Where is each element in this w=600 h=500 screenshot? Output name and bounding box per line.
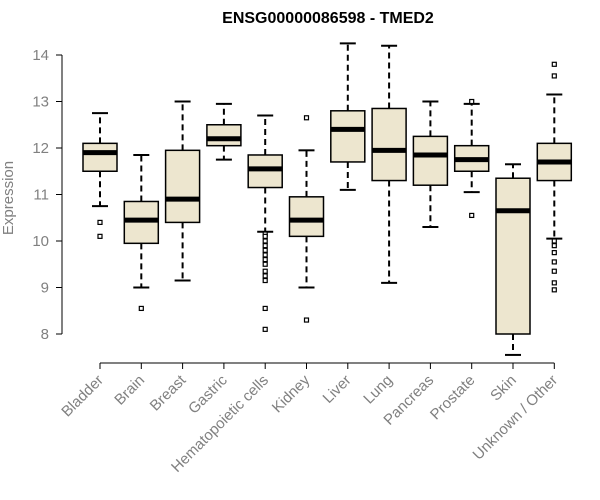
box-iqr	[371, 107, 407, 182]
x-category-label: Lung	[360, 372, 396, 408]
y-axis: 8 9 10 11 12 13 14	[32, 47, 63, 343]
box-pancreas	[412, 100, 449, 229]
box-iqr	[164, 149, 201, 224]
outlier-point	[551, 287, 557, 293]
outlier-point	[262, 268, 268, 274]
chart-title: ENSG00000086598 - TMED2	[222, 10, 434, 27]
box-unknown-other	[536, 61, 573, 293]
outlier-point	[551, 259, 557, 265]
box-prostate	[453, 98, 490, 219]
outlier-point	[551, 73, 557, 79]
outlier-point	[551, 61, 557, 67]
y-tick-label: 8	[41, 326, 49, 343]
outlier-point	[262, 257, 268, 263]
box-iqr	[412, 135, 449, 186]
y-tick-label: 11	[33, 187, 49, 204]
y-tick-label: 14	[32, 47, 49, 64]
x-category-label: Bladder	[58, 372, 107, 421]
outlier-point	[262, 261, 268, 267]
outlier-point	[262, 273, 268, 279]
y-tick-label: 10	[32, 233, 49, 250]
outlier-point	[262, 247, 268, 253]
outlier-point	[551, 280, 557, 286]
box-kidney	[288, 115, 325, 323]
box-iqr	[82, 142, 118, 173]
box-bladder	[82, 112, 118, 239]
outlier-point	[262, 277, 268, 284]
outlier-point	[97, 233, 103, 239]
box-gastric	[206, 102, 242, 161]
y-tick-label: 9	[41, 280, 49, 297]
boxes-group	[82, 42, 573, 356]
y-axis-label: Expression	[0, 161, 17, 235]
box-iqr	[206, 124, 242, 147]
box-liver	[330, 42, 366, 191]
outlier-point	[469, 212, 475, 219]
outlier-point	[262, 326, 268, 332]
box-iqr	[495, 177, 531, 335]
box-iqr	[288, 196, 325, 238]
outlier-point	[138, 305, 144, 312]
x-category-label: Breast	[147, 371, 190, 414]
x-category-label: Liver	[320, 372, 355, 407]
x-category-label: Skin	[487, 372, 520, 405]
x-category-label: Brain	[111, 372, 148, 409]
outlier-point	[469, 98, 475, 105]
outlier-point	[303, 115, 310, 121]
box-lung	[371, 44, 407, 284]
y-tick-label: 13	[32, 94, 49, 111]
outlier-point	[551, 243, 557, 249]
box-breast	[164, 100, 201, 282]
box-hematopoietic-cells	[247, 114, 283, 332]
x-category-label: Kidney	[269, 371, 314, 416]
outlier-point	[262, 233, 268, 239]
box-iqr	[330, 110, 366, 163]
outlier-point	[551, 238, 557, 244]
y-tick-label: 12	[32, 140, 49, 157]
outlier-point	[551, 268, 557, 274]
outlier-point	[97, 219, 103, 225]
x-category-label: Prostate	[427, 372, 479, 424]
outlier-point	[262, 252, 268, 258]
outlier-point	[262, 243, 268, 249]
box-skin	[495, 163, 531, 356]
outlier-point	[262, 238, 268, 244]
box-brain	[123, 153, 160, 312]
outlier-point	[551, 250, 557, 256]
outlier-point	[262, 305, 268, 312]
outlier-point	[303, 317, 310, 323]
